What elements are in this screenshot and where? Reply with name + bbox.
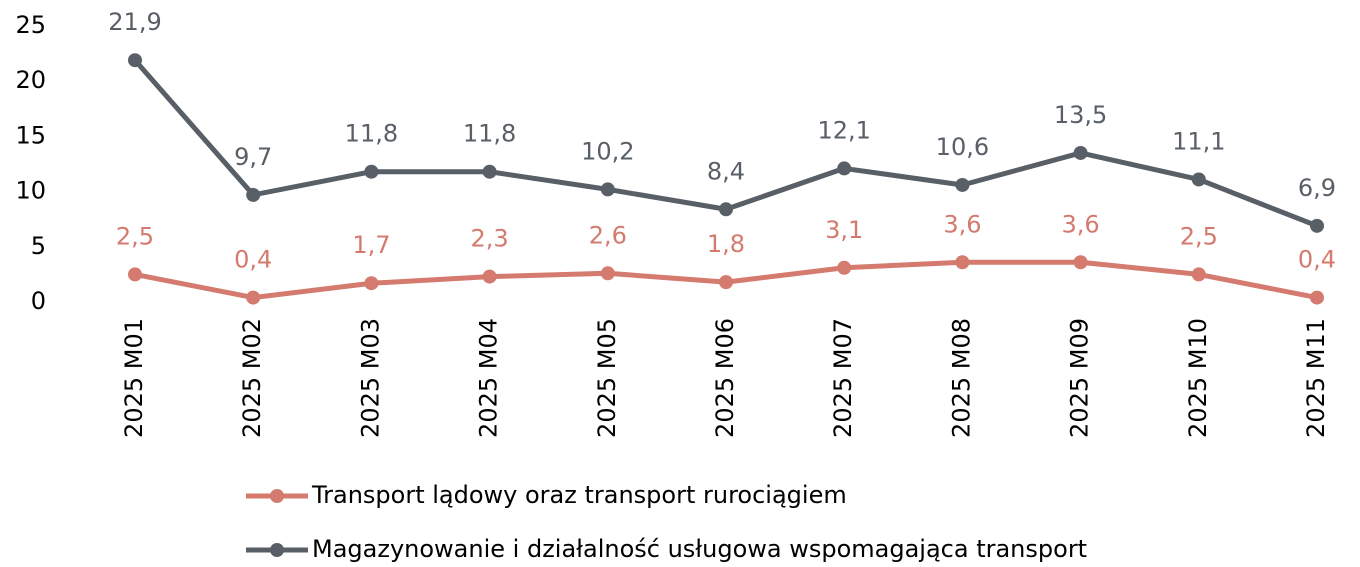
series-line [133,58,1318,229]
point [837,161,852,176]
point [1073,255,1088,270]
point [955,177,970,192]
point [1310,218,1324,233]
data-label: 11,8 [345,120,398,148]
data-label: 2,3 [471,225,509,253]
data-label: 10,2 [581,137,634,165]
point [719,202,733,217]
legend-label: Transport lądowy oraz transport rurociąg… [311,481,847,509]
point [246,290,261,305]
point [1191,172,1206,187]
x-tick-label: 2025 M07 [829,318,857,438]
point [1191,267,1206,282]
point [1073,145,1088,160]
x-tick-label: 2025 M05 [593,318,621,438]
x-tick-label: 2025 M11 [1302,318,1330,438]
data-label: 12,1 [817,116,870,144]
data-label: 11,1 [1172,127,1225,155]
data-label: 13,5 [1054,101,1107,129]
legend-marker [270,543,284,557]
point [837,260,852,275]
data-label: 21,9 [108,8,161,36]
point [600,266,615,281]
legend-label: Magazynowanie i działalność usługowa wsp… [312,535,1087,563]
x-tick-label: 2025 M03 [356,318,384,438]
data-label: 1,7 [352,231,390,259]
y-tick-label: 15 [15,121,46,149]
data-label: 0,4 [234,246,272,274]
point [364,276,379,291]
data-label: 8,4 [707,157,745,185]
y-tick-label: 5 [31,232,46,260]
data-label: 1,8 [707,230,745,258]
point [482,269,497,284]
x-tick-label: 2025 M02 [238,318,266,438]
point [128,267,142,282]
x-tick-label: 2025 M10 [1184,318,1212,438]
data-label: 3,6 [1062,210,1100,238]
point [364,164,379,179]
point [128,53,142,68]
data-label: 0,4 [1298,246,1336,274]
point [482,164,497,179]
x-tick-label: 2025 M01 [120,318,148,438]
x-tick-label: 2025 M09 [1066,318,1094,438]
legend-marker [270,489,284,503]
point [1310,290,1324,305]
y-tick-label: 25 [15,11,46,39]
data-label: 2,5 [116,222,154,250]
y-tick-label: 10 [15,177,46,205]
data-label: 9,7 [234,143,272,171]
x-tick-label: 2025 M08 [947,318,975,438]
data-label: 6,9 [1298,174,1336,202]
x-tick-label: 2025 M06 [711,318,739,438]
point [246,187,261,202]
data-label: 3,6 [943,210,981,238]
x-tick-label: 2025 M04 [475,318,503,438]
y-tick-label: 0 [31,287,46,315]
y-tick-label: 20 [15,66,46,94]
point [719,275,733,290]
point [955,255,970,270]
data-label: 10,6 [936,133,989,161]
data-label: 2,6 [589,221,627,249]
data-label: 2,5 [1180,222,1218,250]
point [600,182,615,197]
data-label: 3,1 [825,216,863,244]
data-label: 11,8 [463,120,516,148]
